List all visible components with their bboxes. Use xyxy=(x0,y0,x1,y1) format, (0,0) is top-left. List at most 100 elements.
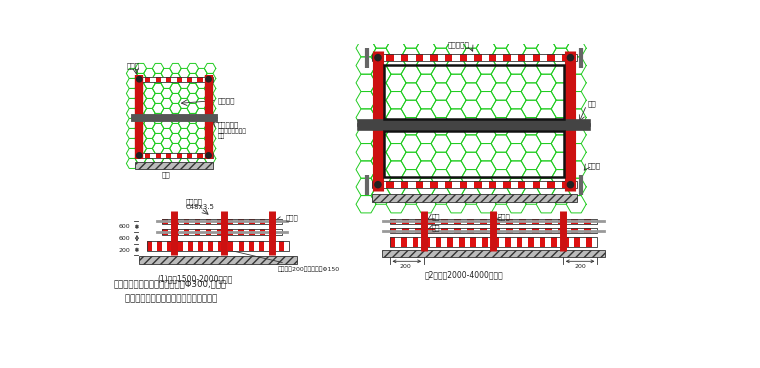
Bar xyxy=(422,228,429,233)
Bar xyxy=(418,237,424,247)
Bar xyxy=(227,229,233,235)
Bar xyxy=(454,228,461,233)
Bar xyxy=(586,237,591,247)
Bar xyxy=(211,229,217,235)
Bar xyxy=(562,54,569,61)
Bar xyxy=(396,219,403,224)
Bar xyxy=(171,77,176,81)
Bar xyxy=(147,241,152,251)
Bar xyxy=(372,181,577,188)
Bar xyxy=(575,237,580,247)
Bar xyxy=(271,219,277,224)
Bar xyxy=(413,237,418,247)
Text: 下设警示牌: 下设警示牌 xyxy=(448,41,470,48)
Text: 栏杆桩: 栏杆桩 xyxy=(497,213,510,220)
Bar xyxy=(260,219,265,224)
Text: 栏杆桩: 栏杆桩 xyxy=(587,162,600,169)
Bar xyxy=(233,219,239,224)
Text: 栏杆桩: 栏杆桩 xyxy=(126,62,140,69)
Bar xyxy=(140,153,145,158)
Bar xyxy=(145,77,150,81)
Bar xyxy=(254,241,259,251)
Bar xyxy=(156,77,161,81)
Bar xyxy=(572,228,578,233)
Bar xyxy=(559,219,565,224)
Bar xyxy=(518,181,525,188)
Bar xyxy=(467,181,474,188)
Bar xyxy=(163,229,168,235)
Bar xyxy=(382,250,605,258)
Bar xyxy=(557,237,562,247)
Bar xyxy=(157,241,162,251)
Bar xyxy=(460,54,467,61)
Bar xyxy=(499,237,505,247)
Bar xyxy=(482,181,489,188)
Bar xyxy=(269,241,274,251)
Bar xyxy=(395,237,401,247)
Bar xyxy=(277,229,282,235)
Bar xyxy=(187,77,192,81)
Bar xyxy=(135,153,213,158)
Bar xyxy=(188,241,193,251)
Bar xyxy=(173,229,179,235)
Bar xyxy=(533,219,539,224)
Bar xyxy=(518,54,525,61)
Bar xyxy=(239,229,244,235)
Bar xyxy=(218,241,223,251)
Bar xyxy=(384,131,564,177)
Bar xyxy=(565,228,572,233)
Bar xyxy=(430,237,435,247)
Bar xyxy=(416,181,423,188)
Text: 安全平网: 安全平网 xyxy=(218,97,236,104)
Bar xyxy=(525,54,533,61)
Bar xyxy=(546,228,552,233)
Bar xyxy=(139,255,297,264)
Bar xyxy=(187,153,192,158)
Bar xyxy=(239,241,244,251)
Bar xyxy=(470,237,476,247)
Bar xyxy=(168,219,173,224)
Bar xyxy=(488,237,493,247)
Bar xyxy=(198,153,203,158)
Bar xyxy=(503,181,511,188)
Text: 200: 200 xyxy=(399,264,410,269)
Bar xyxy=(526,219,533,224)
Bar xyxy=(459,237,464,247)
Bar xyxy=(559,228,565,233)
Bar xyxy=(213,241,218,251)
Bar xyxy=(265,219,271,224)
Bar xyxy=(547,181,555,188)
Bar xyxy=(408,54,416,61)
Bar xyxy=(389,237,597,247)
Bar xyxy=(386,181,394,188)
Bar xyxy=(435,237,442,247)
Bar xyxy=(135,77,213,81)
Bar xyxy=(461,219,467,224)
Bar xyxy=(389,219,396,224)
Bar xyxy=(429,219,435,224)
Bar xyxy=(198,241,203,251)
Bar xyxy=(517,237,522,247)
Bar xyxy=(192,153,198,158)
Bar xyxy=(445,181,452,188)
Bar xyxy=(460,181,467,188)
Bar xyxy=(480,219,487,224)
Bar xyxy=(389,219,597,224)
Text: 下杆: 下杆 xyxy=(432,225,440,231)
Bar xyxy=(461,228,467,233)
Bar xyxy=(249,229,255,235)
Bar xyxy=(430,54,438,61)
Bar xyxy=(540,237,546,247)
Bar xyxy=(409,228,416,233)
Bar xyxy=(403,219,409,224)
Bar xyxy=(135,153,140,158)
Bar xyxy=(580,237,586,247)
Bar xyxy=(513,228,519,233)
Bar xyxy=(222,229,227,235)
Circle shape xyxy=(206,153,211,158)
Bar xyxy=(163,219,282,224)
Bar xyxy=(277,219,282,224)
Bar xyxy=(487,228,493,233)
Bar xyxy=(389,237,395,247)
Text: 横杆: 横杆 xyxy=(162,171,170,178)
